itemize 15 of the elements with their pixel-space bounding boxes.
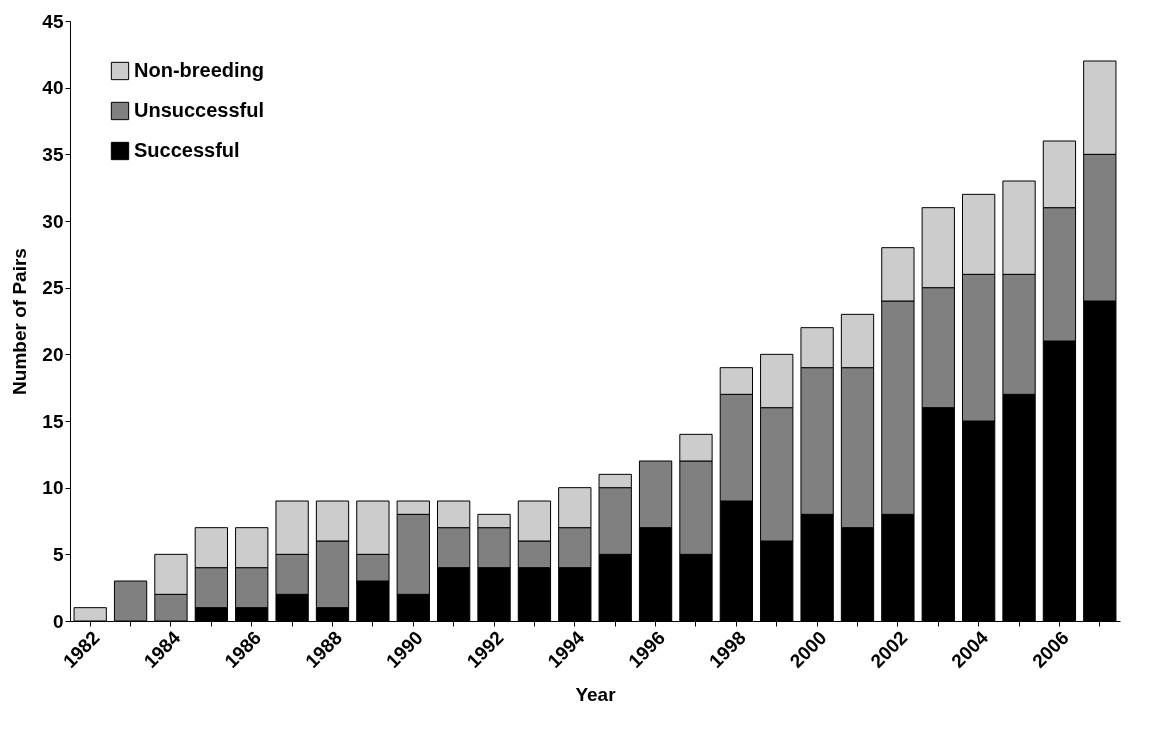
legend-label: Successful xyxy=(134,139,240,161)
y-tick-label: 25 xyxy=(42,277,64,299)
y-tick-label: 15 xyxy=(42,410,64,432)
legend-label: Non-breeding xyxy=(134,59,264,81)
y-tick-label: 30 xyxy=(42,210,64,232)
y-tick-label: 35 xyxy=(42,143,64,165)
y-tick-label: 45 xyxy=(42,10,64,32)
y-tick-label: 40 xyxy=(42,77,64,99)
y-tick-label: 5 xyxy=(52,543,64,565)
legend-label: Unsuccessful xyxy=(134,99,265,121)
y-tick-label: 0 xyxy=(52,610,64,632)
y-axis-title: Number of Pairs xyxy=(9,248,31,395)
x-axis-title: Year xyxy=(575,683,617,705)
y-tick-label: 10 xyxy=(42,477,64,499)
y-tick-label: 20 xyxy=(42,343,64,365)
